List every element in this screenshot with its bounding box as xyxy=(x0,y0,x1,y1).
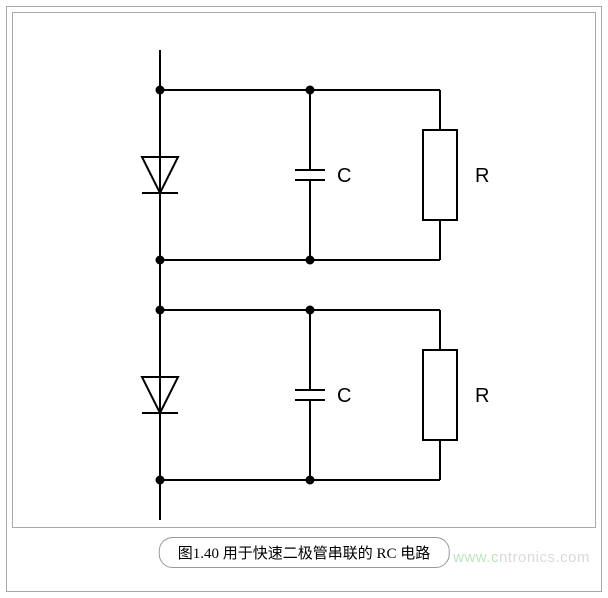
circuit-diagram: C R C R xyxy=(30,20,570,520)
watermark: www.cntronics.com xyxy=(453,549,590,566)
resistor-label: R xyxy=(475,165,489,187)
capacitor-label: C xyxy=(337,385,351,407)
schematic-svg: C R C R xyxy=(30,20,570,520)
resistor-label: R xyxy=(475,385,489,407)
figure-caption: 图1.40 用于快速二极管串联的 RC 电路 xyxy=(159,537,450,568)
watermark-part1: www.c xyxy=(453,549,499,566)
caption-text: 图1.40 用于快速二极管串联的 RC 电路 xyxy=(178,546,431,562)
capacitor-label: C xyxy=(337,165,351,187)
watermark-part2: ntronics.com xyxy=(499,549,590,566)
